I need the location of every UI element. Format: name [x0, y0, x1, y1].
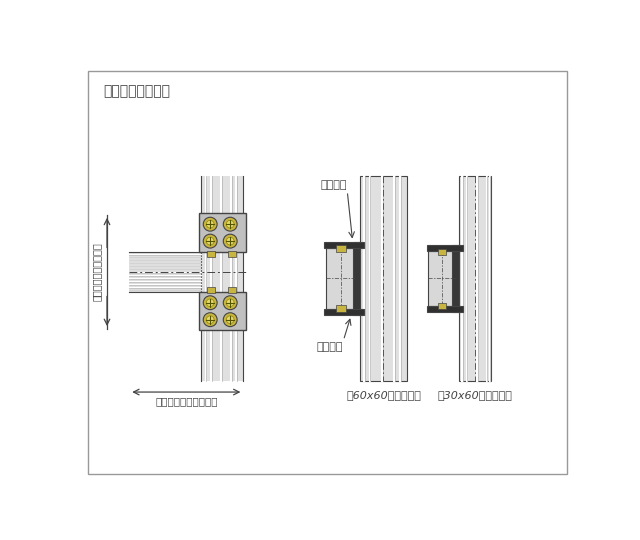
- Bar: [324, 241, 364, 248]
- Bar: [452, 245, 459, 312]
- Bar: [353, 241, 360, 315]
- Bar: [427, 306, 463, 312]
- Text: ［　調整機構　］: ［ 調整機構 ］: [103, 84, 170, 98]
- Circle shape: [206, 220, 214, 228]
- Bar: [337, 245, 346, 252]
- Bar: [459, 177, 492, 381]
- Bar: [228, 287, 236, 293]
- Circle shape: [227, 316, 234, 323]
- Bar: [228, 251, 236, 256]
- Bar: [427, 245, 463, 251]
- Circle shape: [227, 299, 234, 307]
- Text: ［60x60フレーム］: ［60x60フレーム］: [346, 390, 421, 400]
- Bar: [207, 251, 215, 256]
- Text: ［30x60フレーム］: ［30x60フレーム］: [438, 390, 513, 400]
- Bar: [337, 306, 346, 312]
- Circle shape: [227, 220, 234, 228]
- Text: 横面ネジを締めて移動: 横面ネジを締めて移動: [155, 396, 218, 406]
- Circle shape: [204, 234, 217, 248]
- Circle shape: [206, 237, 214, 245]
- Bar: [326, 248, 356, 309]
- Circle shape: [204, 217, 217, 231]
- Circle shape: [227, 237, 234, 245]
- Bar: [428, 251, 456, 306]
- Circle shape: [223, 296, 237, 309]
- Text: 横面ネジ: 横面ネジ: [317, 342, 344, 352]
- Bar: [200, 213, 246, 252]
- Text: 縦面ネジを締めて移動: 縦面ネジを締めて移動: [92, 242, 102, 301]
- Circle shape: [223, 217, 237, 231]
- Circle shape: [223, 313, 237, 327]
- Bar: [360, 177, 406, 381]
- Bar: [438, 303, 446, 308]
- Bar: [200, 292, 246, 330]
- Circle shape: [204, 313, 217, 327]
- Bar: [207, 287, 215, 293]
- Circle shape: [204, 296, 217, 309]
- Circle shape: [223, 234, 237, 248]
- Bar: [201, 177, 243, 381]
- Circle shape: [206, 316, 214, 323]
- Bar: [438, 249, 446, 254]
- Circle shape: [206, 299, 214, 307]
- Text: 縦面ネジ: 縦面ネジ: [321, 179, 348, 190]
- Bar: [324, 309, 364, 315]
- Bar: [129, 252, 201, 292]
